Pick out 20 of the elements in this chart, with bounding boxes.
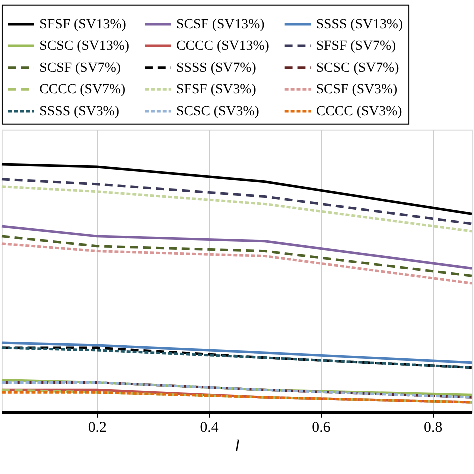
legend-label: SCSC (SV7%) <box>316 60 400 76</box>
x-tick-label: 0.8 <box>424 420 443 436</box>
x-tick-label: 0.2 <box>88 420 107 436</box>
legend-label: SCSF (SV3%) <box>316 82 398 98</box>
legend-label: SSSS (SV13%) <box>316 17 404 32</box>
legend-label: CCCC (SV3%) <box>316 104 403 120</box>
legend-label: CCCC (SV13%) <box>176 39 270 54</box>
x-tick-label: 0.4 <box>200 420 220 436</box>
legend-label: SSSS (SV3%) <box>40 104 120 120</box>
legend-label: SCSC (SV13%) <box>40 39 130 54</box>
x-tick-label: 0.6 <box>312 420 331 436</box>
legend-label: SCSF (SV7%) <box>40 60 122 76</box>
legend-label: SCSC (SV3%) <box>176 104 260 120</box>
legend-label: SFSF (SV7%) <box>316 39 397 54</box>
legend-label: SFSF (SV13%) <box>40 17 127 32</box>
legend-label: SFSF (SV3%) <box>176 82 257 98</box>
legend-label: CCCC (SV7%) <box>40 82 126 98</box>
legend-label: SCSF (SV13%) <box>176 17 266 32</box>
legend-label: SSSS (SV7%) <box>176 60 257 76</box>
x-axis-title: l <box>235 436 240 456</box>
